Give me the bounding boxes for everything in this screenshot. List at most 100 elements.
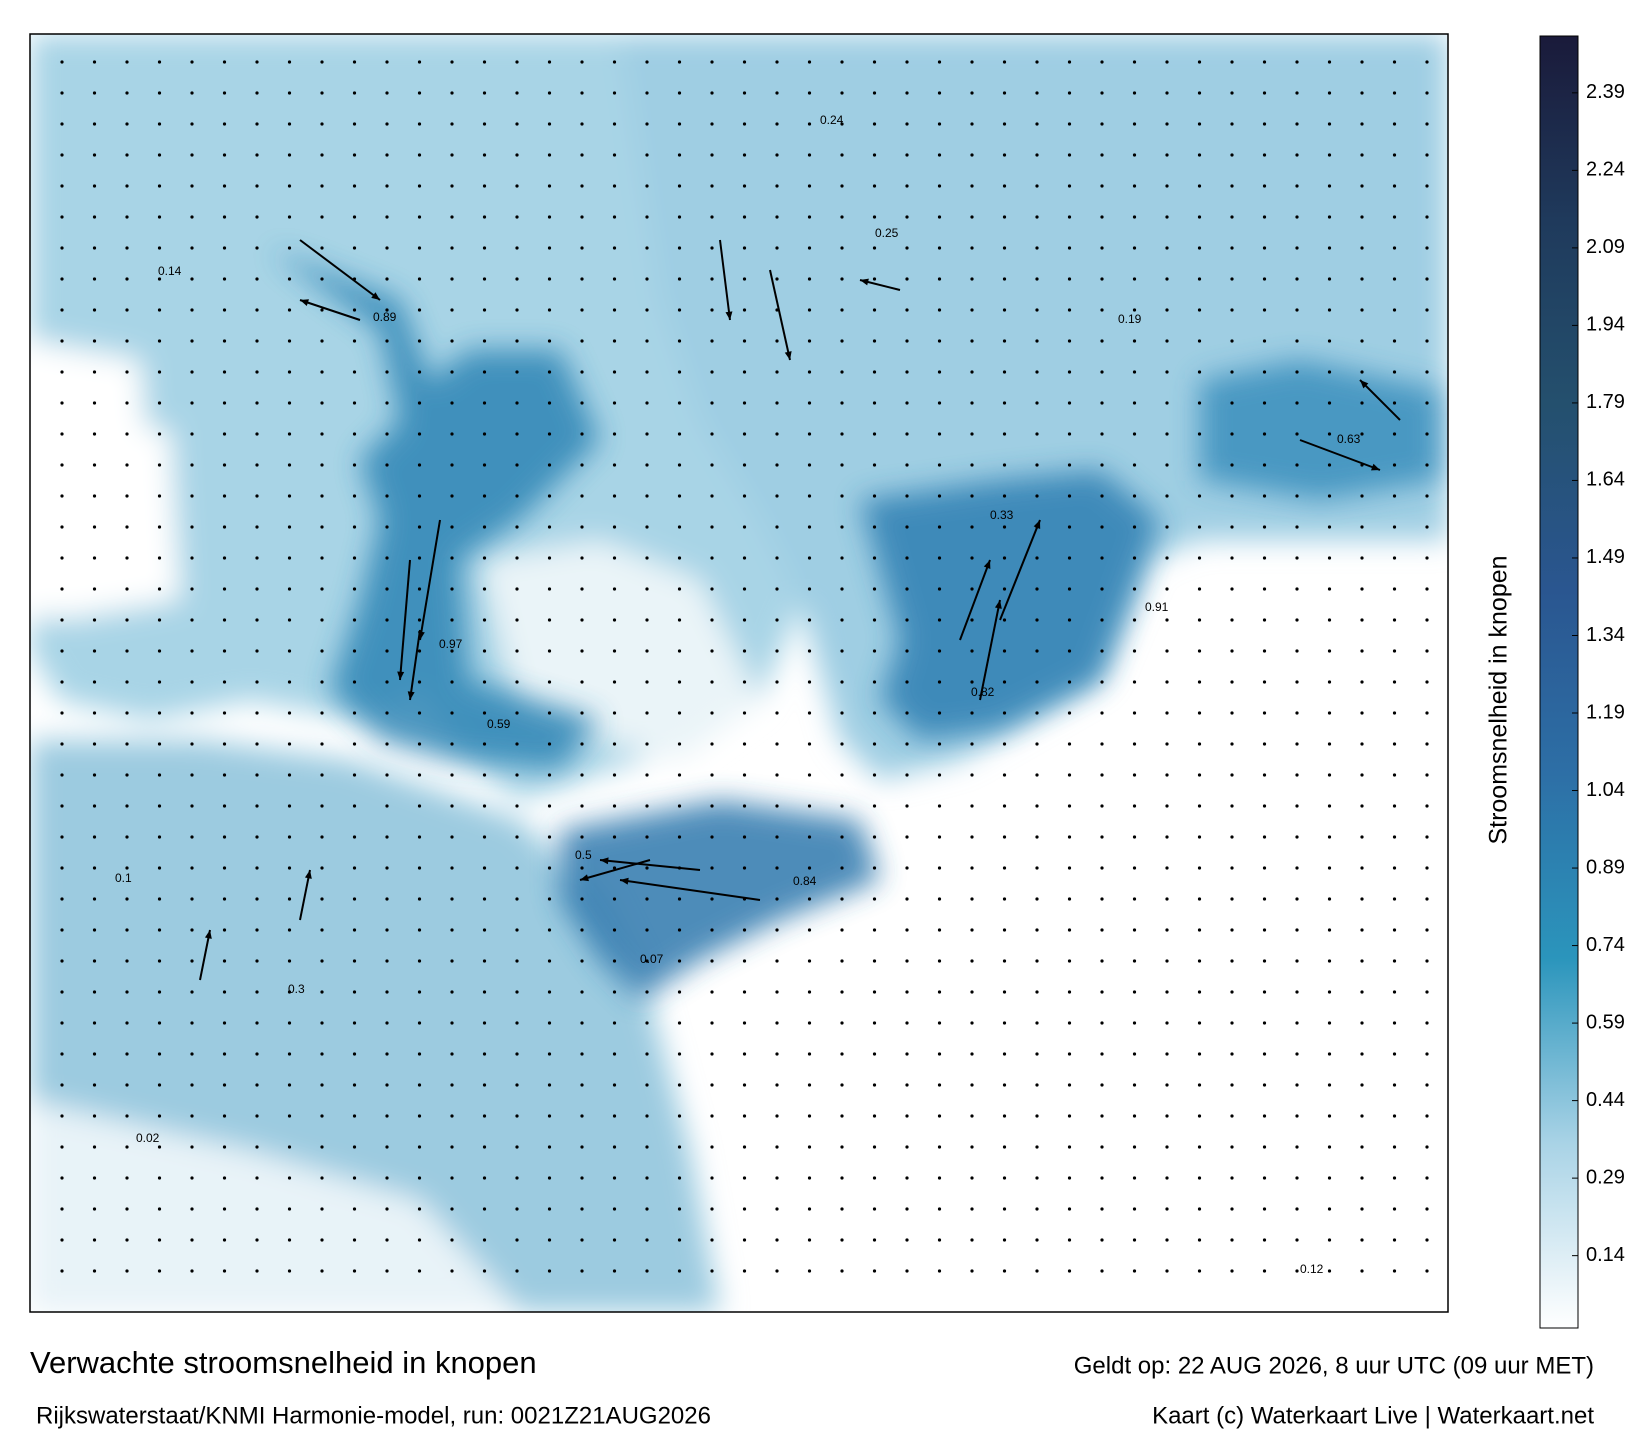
grid-dot bbox=[417, 1114, 422, 1118]
grid-dot bbox=[287, 556, 292, 560]
grid-dot bbox=[970, 1176, 974, 1180]
grid-dot bbox=[1327, 618, 1332, 622]
grid-dot bbox=[385, 60, 389, 64]
grid-dot bbox=[92, 1083, 97, 1087]
grid-dot bbox=[710, 990, 714, 994]
grid-dot bbox=[1392, 990, 1397, 994]
grid-dot bbox=[547, 1269, 552, 1273]
grid-dot bbox=[872, 184, 877, 188]
grid-dot bbox=[905, 370, 909, 374]
grid-dot bbox=[1392, 463, 1397, 467]
grid-dot bbox=[417, 928, 422, 932]
grid-dot bbox=[255, 184, 259, 188]
grid-dot bbox=[1425, 587, 1429, 591]
grid-dot bbox=[515, 1269, 519, 1273]
grid-dot bbox=[1197, 1238, 1202, 1242]
grid-dot bbox=[1425, 742, 1429, 746]
grid-dot bbox=[1230, 835, 1234, 839]
grid-dot bbox=[807, 587, 812, 591]
grid-dot bbox=[807, 618, 812, 622]
grid-dot bbox=[1035, 184, 1039, 188]
grid-dot bbox=[840, 866, 844, 870]
grid-dot bbox=[1360, 680, 1364, 684]
grid-dot bbox=[352, 742, 357, 746]
grid-dot bbox=[157, 742, 162, 746]
grid-dot bbox=[1165, 401, 1169, 405]
grid-dot bbox=[287, 1052, 292, 1056]
grid-dot bbox=[515, 215, 519, 219]
grid-dot bbox=[1132, 339, 1137, 343]
grid-dot bbox=[807, 1114, 812, 1118]
grid-dot bbox=[1197, 959, 1202, 963]
grid-dot bbox=[417, 680, 422, 684]
grid-dot bbox=[1392, 866, 1397, 870]
grid-dot bbox=[1197, 866, 1202, 870]
grid-dot bbox=[190, 897, 194, 901]
grid-dot bbox=[742, 587, 747, 591]
grid-dot bbox=[1262, 1207, 1267, 1211]
grid-dot bbox=[775, 277, 779, 281]
grid-dot bbox=[1100, 1269, 1104, 1273]
grid-dot bbox=[417, 122, 422, 126]
grid-dot bbox=[905, 866, 909, 870]
grid-dot bbox=[1360, 804, 1364, 808]
grid-dot bbox=[1392, 494, 1397, 498]
grid-dot bbox=[287, 835, 292, 839]
grid-dot bbox=[645, 494, 649, 498]
grid-dot bbox=[905, 711, 909, 715]
grid-dot bbox=[1360, 246, 1364, 250]
grid-dot bbox=[742, 1083, 747, 1087]
grid-dot bbox=[677, 556, 682, 560]
grid-dot bbox=[60, 618, 64, 622]
grid-dot bbox=[92, 153, 97, 157]
grid-dot bbox=[385, 835, 389, 839]
grid-dot bbox=[775, 866, 779, 870]
grid-dot bbox=[190, 463, 194, 467]
grid-dot bbox=[775, 1269, 779, 1273]
grid-dot bbox=[1295, 153, 1299, 157]
grid-dot bbox=[580, 401, 584, 405]
grid-dot bbox=[92, 1021, 97, 1025]
grid-dot bbox=[1360, 60, 1364, 64]
grid-dot bbox=[450, 463, 454, 467]
grid-dot bbox=[1295, 494, 1299, 498]
grid-dot bbox=[1035, 866, 1039, 870]
grid-dot bbox=[677, 649, 682, 653]
grid-dot bbox=[742, 91, 747, 95]
grid-dot bbox=[255, 494, 259, 498]
grid-dot bbox=[1360, 1238, 1364, 1242]
grid-dot bbox=[1132, 742, 1137, 746]
grid-dot bbox=[677, 1145, 682, 1149]
grid-dot bbox=[157, 773, 162, 777]
grid-dot bbox=[1197, 835, 1202, 839]
grid-dot bbox=[417, 1021, 422, 1025]
grid-dot bbox=[1002, 91, 1007, 95]
grid-dot bbox=[677, 153, 682, 157]
grid-dot bbox=[970, 339, 974, 343]
grid-dot bbox=[1360, 1021, 1364, 1025]
grid-dot bbox=[515, 711, 519, 715]
grid-dot bbox=[157, 680, 162, 684]
grid-dot bbox=[872, 618, 877, 622]
grid-dot bbox=[1165, 308, 1169, 312]
grid-dot bbox=[1165, 277, 1169, 281]
grid-dot bbox=[612, 184, 617, 188]
grid-dot bbox=[450, 153, 454, 157]
grid-dot bbox=[612, 1021, 617, 1025]
grid-dot bbox=[222, 1176, 227, 1180]
grid-dot bbox=[775, 1052, 779, 1056]
grid-dot bbox=[1392, 1083, 1397, 1087]
grid-dot bbox=[320, 91, 324, 95]
grid-dot bbox=[385, 1145, 389, 1149]
grid-dot bbox=[775, 1238, 779, 1242]
speed-label: 0.59 bbox=[487, 717, 511, 731]
grid-dot bbox=[352, 184, 357, 188]
grid-dot bbox=[60, 804, 64, 808]
speed-label: 0.25 bbox=[875, 226, 899, 240]
grid-dot bbox=[1002, 742, 1007, 746]
grid-dot bbox=[287, 1176, 292, 1180]
speed-label: 0.97 bbox=[439, 637, 463, 651]
grid-dot bbox=[937, 370, 942, 374]
grid-dot bbox=[970, 897, 974, 901]
grid-dot bbox=[515, 277, 519, 281]
